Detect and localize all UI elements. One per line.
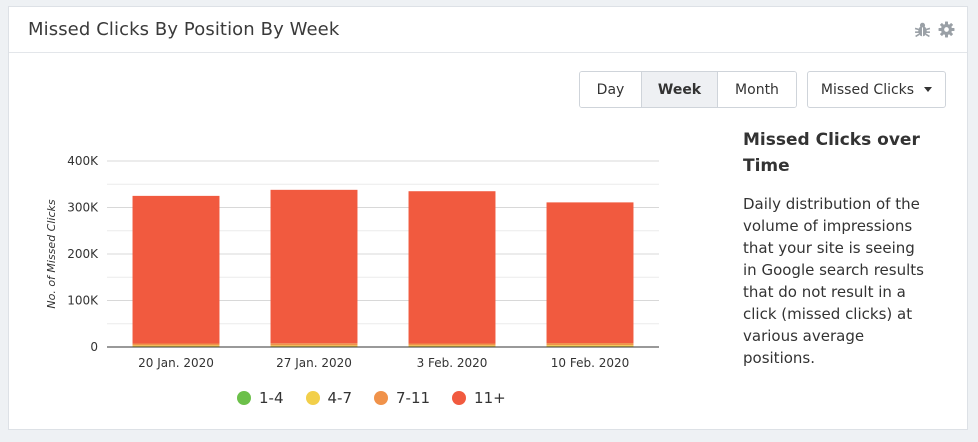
- x-tick-label: 10 Feb. 2020: [551, 356, 630, 370]
- legend-swatch: [374, 391, 388, 405]
- period-toggle: Day Week Month: [579, 71, 797, 108]
- bar-segment-11-plus: [408, 191, 496, 344]
- toolbar: Day Week Month Missed Clicks: [579, 71, 946, 108]
- legend-label: 4-7: [327, 389, 353, 407]
- legend-swatch: [237, 391, 251, 405]
- x-tick-label: 27 Jan. 2020: [276, 356, 352, 370]
- y-tick-label: 0: [90, 340, 98, 354]
- bar-segment-7-11: [270, 343, 358, 346]
- legend-item-4-7[interactable]: 4-7: [305, 389, 353, 407]
- header-icons: [913, 21, 955, 39]
- bar-segment-11-plus: [270, 189, 358, 344]
- y-tick-label: 400K: [67, 154, 99, 168]
- gear-icon[interactable]: [937, 21, 955, 39]
- x-tick-label: 3 Feb. 2020: [417, 356, 488, 370]
- y-axis-label: No. of Missed Clicks: [45, 199, 58, 309]
- bar-segment-11-plus: [132, 195, 220, 344]
- info-title: Missed Clicks over Time: [743, 130, 920, 176]
- month-button[interactable]: Month: [718, 72, 796, 107]
- bar-segment-4-7: [132, 345, 220, 347]
- bar-segment-4-7: [270, 345, 358, 347]
- bug-icon[interactable]: [913, 21, 931, 39]
- chart-area: 0 100K 200K 300K 400K 20 Jan. 2020 27 Jan. 202…: [29, 149, 669, 385]
- bar-segment-11-plus: [546, 202, 634, 344]
- info-description: Daily distribution of the volume of impr…: [743, 195, 924, 367]
- bar-segment-7-11: [546, 343, 634, 346]
- metric-dropdown-label: Missed Clicks: [820, 81, 915, 98]
- bar-segment-7-11: [132, 343, 220, 346]
- panel-title: Missed Clicks By Position By Week: [28, 19, 340, 40]
- bar-segment-7-11: [408, 343, 496, 346]
- missed-clicks-panel: Missed Clicks By Position By Week: [8, 6, 968, 430]
- caret-down-icon: [924, 87, 933, 92]
- stacked-bar-chart: 0 100K 200K 300K 400K 20 Jan. 2020 27 Jan. 202…: [45, 154, 659, 370]
- legend-label: 7-11: [396, 389, 431, 407]
- legend-label: 1-4: [259, 389, 284, 407]
- legend-swatch: [452, 391, 467, 405]
- week-button[interactable]: Week: [642, 72, 718, 107]
- day-button[interactable]: Day: [580, 72, 642, 107]
- legend-item-1-4[interactable]: 1-4: [237, 389, 284, 407]
- y-tick-label: 100K: [67, 294, 99, 308]
- legend-swatch: [305, 391, 320, 405]
- bar-segment-4-7: [408, 345, 496, 347]
- panel-header: Missed Clicks By Position By Week: [9, 7, 967, 53]
- y-tick-label: 200K: [67, 247, 99, 261]
- x-tick-label: 20 Jan. 2020: [138, 356, 214, 370]
- legend-item-7-11[interactable]: 7-11: [374, 389, 430, 407]
- metric-dropdown[interactable]: Missed Clicks: [807, 71, 946, 108]
- chart-legend: 1-4 4-7 7-11 11+: [237, 389, 506, 407]
- info-box: Missed Clicks over Time Daily distributi…: [743, 127, 933, 369]
- bar-segment-4-7: [546, 345, 634, 347]
- y-tick-label: 300K: [67, 201, 99, 215]
- legend-label: 11+: [474, 389, 506, 407]
- legend-item-11-plus[interactable]: 11+: [452, 389, 506, 407]
